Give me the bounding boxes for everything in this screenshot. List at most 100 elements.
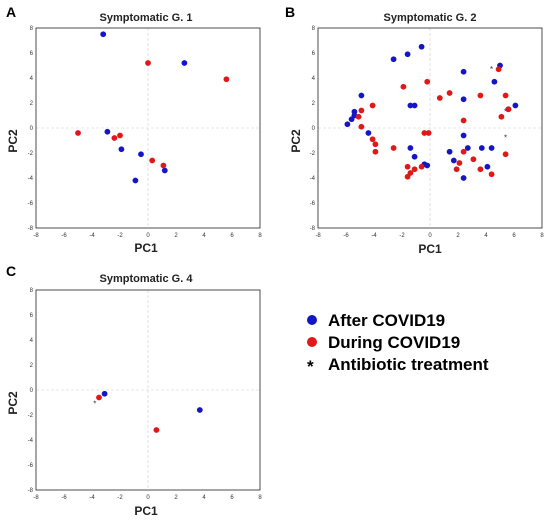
data-point bbox=[418, 43, 425, 50]
legend-label-antibiotic: Antibiotic treatment bbox=[328, 355, 489, 374]
data-point bbox=[411, 102, 418, 109]
data-point bbox=[372, 141, 379, 148]
data-point bbox=[477, 166, 484, 173]
y-tick-label: -4 bbox=[28, 438, 34, 444]
data-point bbox=[404, 163, 411, 170]
data-point bbox=[460, 148, 467, 155]
series-after-covid19 bbox=[100, 31, 188, 184]
y-tick-label: -6 bbox=[310, 201, 316, 207]
data-point bbox=[75, 130, 81, 136]
x-tick-label: -8 bbox=[33, 233, 39, 239]
data-point bbox=[436, 95, 443, 101]
data-point bbox=[153, 427, 160, 433]
data-point bbox=[138, 151, 144, 158]
data-point bbox=[404, 173, 411, 180]
series-during-covid19 bbox=[355, 66, 512, 180]
x-tick-label: -4 bbox=[371, 233, 377, 239]
y-tick-label: 4 bbox=[30, 338, 34, 344]
x-axis-label: PC1 bbox=[418, 242, 442, 256]
y-tick-label: 8 bbox=[312, 26, 316, 32]
y-tick-label: 8 bbox=[30, 26, 34, 32]
x-tick-label: 4 bbox=[202, 233, 206, 239]
data-point bbox=[488, 145, 495, 151]
y-tick-label: 4 bbox=[30, 76, 34, 82]
x-tick-label: 0 bbox=[146, 495, 150, 501]
y-tick-label: -6 bbox=[28, 463, 34, 469]
x-axis-label: PC1 bbox=[134, 504, 158, 518]
x-tick-label: -2 bbox=[117, 495, 123, 501]
data-point bbox=[117, 132, 123, 139]
x-tick-label: 4 bbox=[484, 233, 488, 239]
legend: After COVID19 During COVID19 * Antibioti… bbox=[307, 311, 489, 376]
data-point bbox=[390, 56, 397, 63]
data-point bbox=[502, 151, 509, 158]
panel-title: Symptomatic G. 1 bbox=[100, 12, 193, 24]
x-tick-label: 0 bbox=[428, 233, 432, 239]
x-tick-label: -6 bbox=[61, 495, 67, 501]
data-point bbox=[369, 102, 376, 109]
series-after-covid19 bbox=[101, 390, 203, 413]
data-point bbox=[149, 157, 156, 164]
data-point bbox=[355, 113, 362, 120]
y-tick-label: -6 bbox=[28, 201, 34, 207]
x-tick-label: 6 bbox=[512, 233, 516, 239]
data-point bbox=[365, 130, 372, 136]
data-point bbox=[404, 51, 411, 58]
data-point bbox=[424, 78, 431, 85]
x-tick-label: -4 bbox=[89, 495, 95, 501]
plot-frame bbox=[35, 27, 261, 229]
data-point bbox=[223, 76, 230, 83]
y-tick-label: 4 bbox=[312, 76, 316, 82]
plot-area: -8 -6 -4 -2 0 2 4 6 8 -8 -6 -4 -2 0 2 4 6 8 * * * bbox=[310, 26, 545, 239]
y-tick-label: -8 bbox=[28, 488, 34, 494]
y-tick-label: -4 bbox=[310, 176, 316, 182]
x-tick-label: 8 bbox=[258, 233, 262, 239]
series-during-covid19 bbox=[96, 394, 160, 433]
data-point bbox=[145, 60, 151, 66]
legend-item-antibiotic: * Antibiotic treatment bbox=[307, 355, 489, 376]
data-point bbox=[407, 102, 414, 109]
antibiotic-marker: * bbox=[93, 399, 96, 408]
y-axis-label: PC2 bbox=[289, 129, 303, 153]
x-tick-label: -6 bbox=[61, 233, 67, 239]
data-point bbox=[101, 390, 108, 397]
data-point bbox=[104, 128, 111, 135]
plot-area: -8 -6 -4 -2 0 2 4 6 8 -8 -6 -4 -2 0 2 4 6 8 * bbox=[28, 288, 263, 501]
data-point bbox=[407, 145, 414, 151]
antibiotic-marker: * bbox=[490, 65, 493, 74]
data-point bbox=[424, 162, 431, 169]
y-tick-label: 6 bbox=[312, 51, 316, 57]
y-tick-label: -4 bbox=[28, 176, 34, 182]
data-point bbox=[161, 167, 168, 174]
x-tick-label: 2 bbox=[174, 495, 178, 501]
y-axis-label: PC2 bbox=[6, 391, 20, 415]
data-point bbox=[96, 394, 102, 401]
data-point bbox=[344, 121, 351, 128]
panel-b: B Symptomatic G. 2 PC1 PC2 -8 -6 -4 -2 0 2 4 6 8… bbox=[285, 4, 544, 256]
y-tick-label: 2 bbox=[30, 101, 34, 107]
panel-letter-c: C bbox=[6, 263, 16, 279]
data-point bbox=[111, 135, 118, 141]
legend-label-during: During COVID19 bbox=[328, 333, 460, 352]
data-point bbox=[450, 157, 457, 164]
data-point bbox=[160, 162, 167, 169]
y-tick-label: -8 bbox=[28, 226, 34, 232]
data-point bbox=[498, 113, 505, 120]
legend-marker-after bbox=[307, 315, 317, 325]
data-point bbox=[358, 107, 365, 114]
data-point bbox=[491, 78, 498, 85]
data-point bbox=[400, 83, 407, 90]
x-tick-label: -2 bbox=[399, 233, 405, 239]
y-tick-label: -8 bbox=[310, 226, 316, 232]
legend-label-after: After COVID19 bbox=[328, 311, 445, 330]
data-point bbox=[411, 166, 418, 173]
series-during-covid19 bbox=[75, 60, 230, 169]
data-point bbox=[453, 166, 460, 173]
y-tick-label: -2 bbox=[28, 413, 34, 419]
data-point bbox=[421, 130, 428, 136]
data-point bbox=[196, 407, 203, 413]
legend-marker-during bbox=[307, 337, 317, 347]
data-point bbox=[477, 92, 484, 99]
x-tick-label: 6 bbox=[230, 233, 234, 239]
data-point bbox=[460, 96, 467, 103]
